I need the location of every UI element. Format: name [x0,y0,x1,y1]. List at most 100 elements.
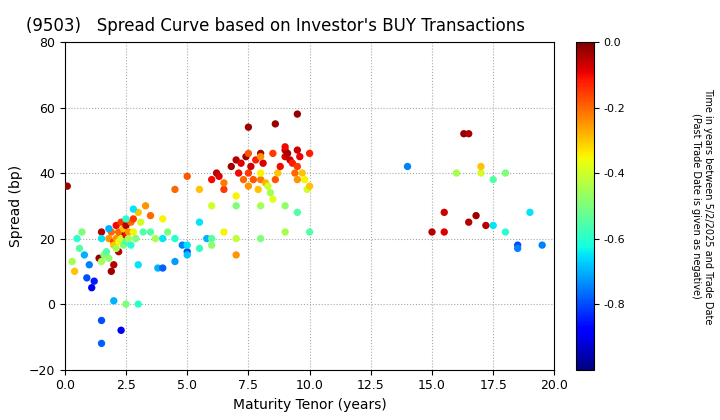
Point [181,242,193,249]
Point [206,235,217,242]
Point [292,147,303,153]
Point [89,278,100,284]
Point [230,157,242,163]
Point [181,173,193,180]
Point [438,209,450,216]
Point [66,258,78,265]
Point [71,235,83,242]
Y-axis label: Time in years between 5/2/2025 and Trade Date
(Past Trade Date is given as negat: Time in years between 5/2/2025 and Trade… [691,88,713,324]
Point [269,176,281,183]
Point [120,239,132,245]
Point [265,189,276,196]
Point [127,228,139,235]
Point [125,219,137,226]
Point [253,186,264,193]
Point [238,176,249,183]
Point [69,268,81,275]
Point [230,235,242,242]
Point [103,235,114,242]
Point [101,248,112,255]
Point [451,170,462,176]
Point [115,219,127,226]
Point [475,170,487,176]
Point [110,235,122,242]
Point [140,202,151,209]
Point [110,222,122,229]
X-axis label: Maturity Tenor (years): Maturity Tenor (years) [233,398,387,412]
Point [302,186,313,193]
Point [480,222,492,229]
Point [162,228,174,235]
Point [103,255,114,262]
Point [94,255,105,262]
Point [512,245,523,252]
Point [292,111,303,118]
Point [218,228,230,235]
Point [81,275,93,281]
Point [145,212,156,219]
Point [120,232,132,239]
Point [292,209,303,216]
Point [250,157,261,163]
Point [304,228,315,235]
Point [255,202,266,209]
Point [262,183,274,189]
Point [106,228,117,235]
Point [194,186,205,193]
Point [426,228,438,235]
Point [118,226,130,232]
Point [297,170,308,176]
Point [500,170,511,176]
Point [98,252,109,258]
Point [470,212,482,219]
Point [255,170,266,176]
Point [211,170,222,176]
Point [122,228,134,235]
Point [292,163,303,170]
Point [260,179,271,186]
Point [201,235,212,242]
Point [78,252,90,258]
Point [206,176,217,183]
Point [243,124,254,131]
Point [257,160,269,167]
Point [487,176,499,183]
Point [463,130,474,137]
Point [272,170,284,176]
Point [130,235,142,242]
Point [157,235,168,242]
Point [267,150,279,157]
Point [108,261,120,268]
Point [113,248,125,255]
Point [152,265,163,271]
Point [230,193,242,199]
Point [108,297,120,304]
Point [269,121,281,127]
Point [287,160,298,167]
Point [169,258,181,265]
Point [115,235,127,242]
Point [181,248,193,255]
Point [267,196,279,202]
Point [235,160,247,167]
Point [279,228,291,235]
Point [245,163,256,170]
Point [176,242,188,249]
Point [120,301,132,307]
Point [524,209,536,216]
Point [230,202,242,209]
Point [279,144,291,150]
Point [169,235,181,242]
Point [138,228,149,235]
Point [135,219,146,226]
Point [132,209,144,216]
Point [76,228,88,235]
Point [225,163,237,170]
Point [181,252,193,258]
Point [255,150,266,157]
Point [73,245,85,252]
Point [120,215,132,222]
Point [248,176,259,183]
Point [500,228,511,235]
Point [96,340,107,347]
